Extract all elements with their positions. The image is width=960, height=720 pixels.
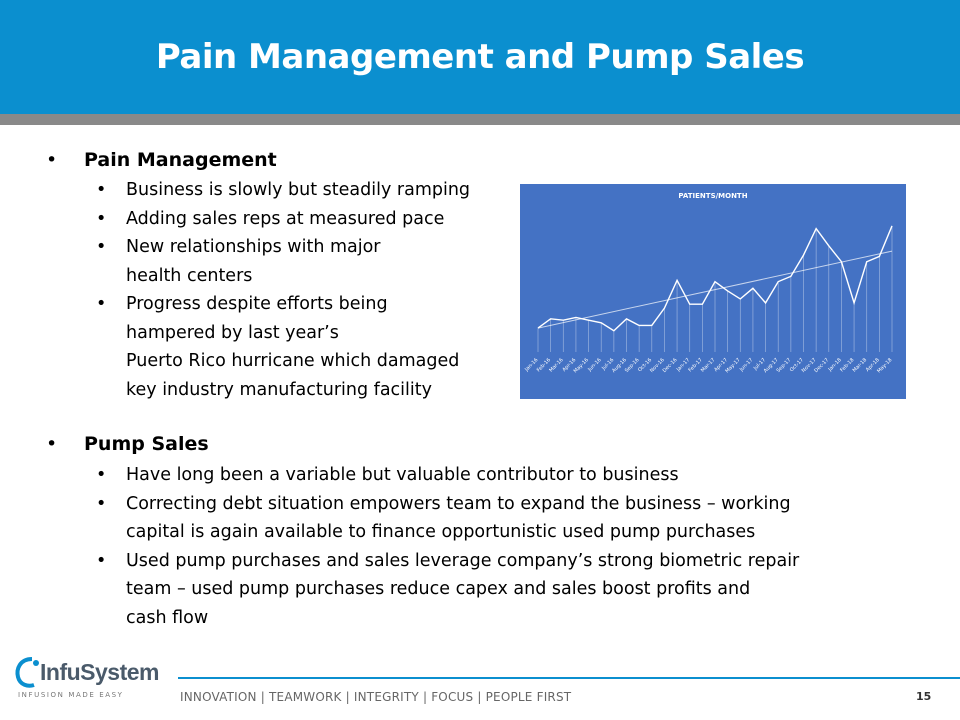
- pain-management-list: Business is slowly but steadily ramping …: [96, 176, 470, 404]
- list-item: Business is slowly but steadily ramping: [96, 176, 470, 205]
- chart-svg: PATIENTS/MONTH Jan-16Feb-16Mar-16Apr-16M…: [523, 192, 893, 374]
- patients-per-month-chart: PATIENTS/MONTH Jan-16 Feb-16 Mar-16 Apr-16 M…: [520, 184, 906, 399]
- section-heading-pump-sales: Pump Sales: [46, 430, 209, 458]
- x-tick-label: Dec-17: [813, 357, 830, 374]
- page-title: Pain Management and Pump Sales: [155, 37, 805, 77]
- list-item: Used pump purchases and sales leverage c…: [96, 547, 799, 576]
- logo-mark-icon: [15, 657, 39, 688]
- list-item-continuation: capital is again available to finance op…: [126, 522, 756, 542]
- list-item-continuation: cash flow: [126, 607, 209, 628]
- pump-sales-list: Have long been a variable but valuable c…: [96, 461, 799, 632]
- x-tick-label: Mar-18: [852, 357, 868, 373]
- list-item: Correcting debt situation empowers team …: [96, 490, 799, 519]
- infusystem-logo: InfuSystem INFUSION MADE EASY: [14, 655, 164, 707]
- x-tick-label: Dec-16: [662, 357, 679, 374]
- logo-wordmark: InfuSystem: [40, 659, 159, 685]
- x-tick-label: Jun-17: [738, 357, 754, 373]
- list-item-continuation: health centers: [126, 265, 253, 286]
- title-bar: Pain Management and Pump Sales: [0, 0, 960, 114]
- list-item: Have long been a variable but valuable c…: [96, 461, 799, 490]
- section-heading-pain-management: Pain Management: [46, 146, 277, 174]
- list-item-continuation: team – used pump purchases reduce capex …: [126, 579, 751, 599]
- logo-tagline: INFUSION MADE EASY: [18, 691, 124, 699]
- trend-line: [537, 250, 893, 329]
- list-item: New relationships with major: [96, 233, 470, 262]
- x-tick-label: Jun-16: [586, 357, 602, 373]
- series-line: [537, 225, 893, 332]
- header-divider: [0, 114, 960, 125]
- list-item: Adding sales reps at measured pace: [96, 205, 470, 234]
- footer-divider: [178, 677, 960, 679]
- chart-title: PATIENTS/MONTH: [678, 192, 747, 200]
- list-item-continuation: key industry manufacturing facility: [126, 379, 432, 400]
- x-tick-label: Mar-17: [700, 357, 716, 373]
- page-number: 15: [916, 690, 932, 703]
- list-item: Progress despite efforts being: [96, 290, 470, 319]
- x-tick-label: Mar-16: [548, 357, 564, 373]
- list-item-continuation: hampered by last year’s: [126, 322, 339, 343]
- footer-values: INNOVATION | TEAMWORK | INTEGRITY | FOCU…: [180, 690, 572, 704]
- list-item-continuation: Puerto Rico hurricane which damaged: [126, 351, 460, 371]
